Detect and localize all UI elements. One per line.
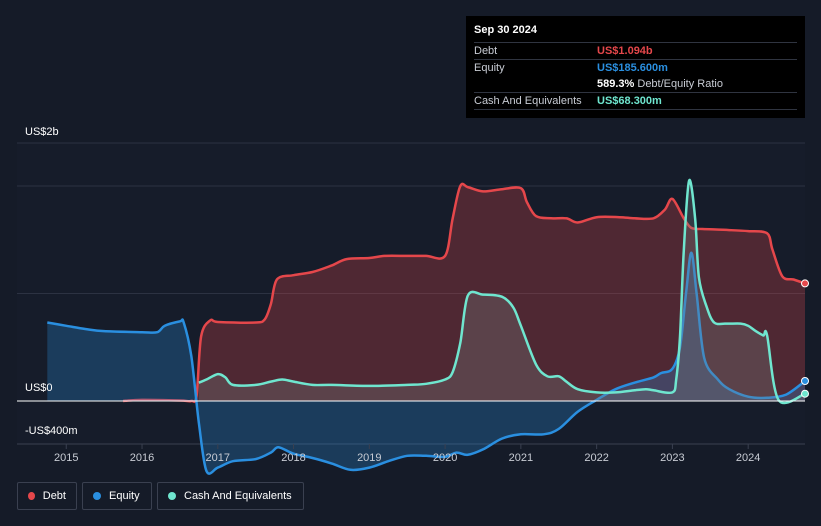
x-tick-label: 2024 (735, 452, 761, 464)
tooltip-debt-value: US$1.094b (597, 45, 653, 57)
tooltip-equity-label: Equity (474, 62, 505, 74)
cash-end-point (801, 389, 809, 398)
tooltip-ratio-row: 589.3% Debt/Equity Ratio (474, 76, 797, 92)
x-tick-label: 2015 (54, 452, 79, 464)
equity-end-point (801, 377, 809, 385)
legend-debt[interactable]: Debt (17, 482, 77, 510)
y-tick-label-bottom: -US$400m (25, 425, 78, 437)
cash-line (198, 178, 806, 405)
tooltip-ratio-label: Debt/Equity Ratio (637, 78, 723, 90)
tooltip-equity-value: US$185.600m (597, 62, 668, 74)
tooltip-ratio-value: 589.3% (597, 78, 635, 90)
equity-dot-icon (93, 492, 101, 500)
tooltip-equity-row: Equity US$185.600m (474, 59, 797, 76)
y-tick-label-zero: US$0 (25, 382, 53, 394)
equity-line (47, 251, 806, 475)
debt-dot-icon (28, 492, 35, 500)
equity-area (47, 252, 806, 474)
tooltip-date: Sep 30 2024 (474, 24, 537, 36)
legend-cash[interactable]: Cash And Equivalents (157, 482, 304, 510)
data-tooltip: Sep 30 2024 Debt US$1.094b Equity US$185… (466, 16, 805, 118)
cash-dot-icon (168, 492, 176, 500)
debt-end-point (801, 279, 809, 288)
legend-debt-label: Debt (42, 490, 66, 502)
x-tick-label: 2021 (508, 452, 534, 464)
x-tick-label: 2018 (281, 452, 306, 464)
y-tick-label-top: US$2b (25, 126, 59, 138)
x-tick-marks (65, 444, 749, 449)
legend-cash-label: Cash And Equivalents (184, 490, 292, 502)
x-tick-label: 2020 (432, 452, 458, 464)
tooltip-debt-label: Debt (474, 45, 498, 57)
x-tick-label: 2017 (205, 452, 231, 464)
grid-lines (17, 142, 805, 445)
tooltip-debt-row: Debt US$1.094b (474, 42, 797, 59)
x-tick-label: 2022 (584, 452, 609, 464)
legend-equity[interactable]: Equity (82, 482, 152, 510)
x-tick-label: 2023 (660, 452, 685, 464)
cash-area (198, 179, 806, 403)
tooltip-cash-label: Cash And Equivalents (474, 95, 582, 107)
debt-line (123, 182, 806, 404)
tooltip-cash-value: US$68.300m (597, 95, 662, 107)
series-layer (17, 178, 809, 475)
tooltip-cash-row: Cash And Equivalents US$68.300m (474, 92, 797, 110)
x-tick-label: 2016 (129, 452, 155, 464)
legend-equity-label: Equity (109, 490, 140, 502)
x-tick-label: 2019 (357, 452, 382, 464)
debt-area (123, 183, 806, 402)
